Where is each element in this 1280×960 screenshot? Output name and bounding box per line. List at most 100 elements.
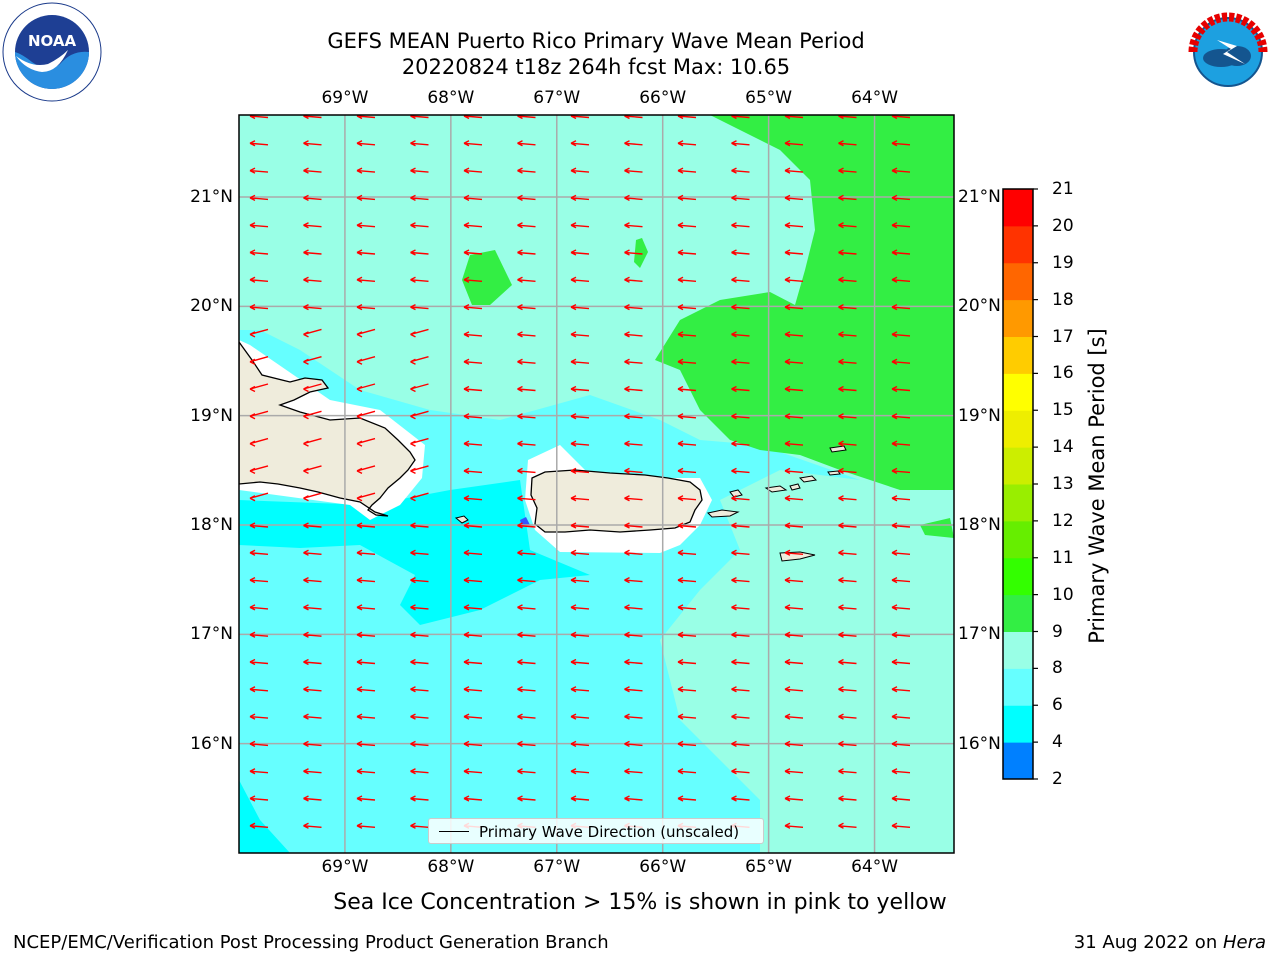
wave-arrow xyxy=(891,303,911,311)
wave-arrow xyxy=(624,331,643,338)
wave-arrow xyxy=(249,465,269,475)
colorbar-tick-label: 6 xyxy=(1052,695,1063,716)
wave-arrow xyxy=(731,522,750,529)
wave-arrow xyxy=(410,383,429,393)
wave-arrow xyxy=(891,194,911,202)
wave-arrow xyxy=(784,795,804,802)
wave-arrow xyxy=(303,522,322,529)
land-hispaniola xyxy=(239,340,416,517)
wave-arrow xyxy=(517,686,536,693)
wave-arrow xyxy=(249,604,269,611)
colorbar-segment xyxy=(1003,520,1033,559)
wave-arrow xyxy=(677,795,697,802)
colorbar-tick-label: 4 xyxy=(1052,732,1063,753)
wave-arrow xyxy=(303,631,322,638)
wave-arrow xyxy=(624,358,643,365)
wave-arrow xyxy=(463,413,483,420)
wave-arrow xyxy=(463,549,483,556)
wave-arrow xyxy=(303,437,322,447)
bottom-lon-label: 66°W xyxy=(639,857,687,877)
wave-arrow xyxy=(249,576,269,584)
wave-arrow xyxy=(838,140,857,147)
wave-arrow xyxy=(624,768,643,775)
wave-arrow xyxy=(784,358,804,365)
wave-arrow xyxy=(570,686,590,693)
wave-arrow xyxy=(463,331,483,338)
wave-arrow xyxy=(517,303,536,311)
wave-arrow xyxy=(784,385,804,393)
wave-arrow xyxy=(517,713,536,720)
wave-arrow xyxy=(570,604,590,611)
wave-arrow xyxy=(410,437,429,447)
wave-arrow xyxy=(410,549,429,556)
wave-arrow xyxy=(570,795,590,802)
wave-arrow xyxy=(624,303,643,311)
wave-arrow xyxy=(410,167,429,174)
wave-arrow xyxy=(838,713,857,720)
wave-arrow xyxy=(570,658,590,666)
wave-arrow xyxy=(731,440,750,447)
wave-arrow xyxy=(249,795,269,802)
wave-arrow xyxy=(838,331,857,338)
wave-arrow xyxy=(891,331,911,338)
wave-arrow xyxy=(784,686,804,693)
wave-arrow xyxy=(249,740,269,748)
colorbar-tick-label: 21 xyxy=(1052,179,1074,199)
generation-date-text: 31 Aug 2022 on xyxy=(1073,932,1223,953)
wave-arrow xyxy=(624,604,643,611)
right-lat-label: 20°N xyxy=(958,296,1001,317)
wave-arrow xyxy=(356,822,376,829)
wave-arrow xyxy=(356,167,376,174)
wave-arrow xyxy=(410,768,429,775)
wave-arrow xyxy=(784,822,804,829)
wave-arrow xyxy=(731,167,750,174)
wave-arrow xyxy=(677,522,697,529)
wave-arrow xyxy=(731,576,750,584)
wave-arrow xyxy=(891,140,911,147)
wave-arrow xyxy=(784,576,804,584)
wave-arrow xyxy=(731,631,750,638)
wave-arrow xyxy=(838,303,857,311)
right-lat-label: 16°N xyxy=(958,733,1001,754)
wave-arrow xyxy=(677,495,697,502)
wave-arrow xyxy=(356,795,376,802)
wave-arrow xyxy=(303,465,322,475)
wave-arrow xyxy=(891,495,911,502)
wave-direction-arrows xyxy=(249,115,911,829)
colorbar-tick-label: 19 xyxy=(1052,252,1074,273)
land-tortola xyxy=(798,475,818,483)
wave-arrow xyxy=(624,276,643,283)
wave-arrow xyxy=(624,795,643,802)
colorbar-tick-label: 10 xyxy=(1052,584,1074,605)
wave-arrow xyxy=(463,495,483,502)
wave-arrow xyxy=(677,249,697,256)
colorbar-tick-label: 11 xyxy=(1052,547,1074,568)
wave-arrow xyxy=(784,658,804,666)
wave-arrow xyxy=(410,822,429,829)
top-lon-label: 69°W xyxy=(321,88,369,108)
legend-line-swatch xyxy=(439,831,469,832)
wave-arrow xyxy=(838,822,857,829)
wave-arrow xyxy=(517,549,536,556)
wave-arrow xyxy=(624,413,643,420)
wave-arrow xyxy=(303,249,322,256)
wave-arrow xyxy=(677,576,697,584)
wave-arrow xyxy=(356,437,376,447)
wave-arrow xyxy=(463,522,483,529)
wave-arrow xyxy=(731,768,750,775)
wave-arrow xyxy=(784,768,804,775)
colorbar-segment xyxy=(1003,705,1033,743)
colorbar-segment xyxy=(1003,410,1033,448)
wave-arrow xyxy=(731,413,750,420)
colorbar-segment xyxy=(1003,189,1033,227)
wave-arrow xyxy=(356,410,376,420)
wave-arrow xyxy=(517,276,536,283)
colorbar-title: Primary Wave Mean Period [s] xyxy=(1085,328,1109,644)
wave-arrow xyxy=(891,658,911,666)
wave-arrow xyxy=(410,465,429,475)
wave-arrow xyxy=(303,140,322,147)
colorbar-tick-label: 8 xyxy=(1052,658,1063,679)
wave-arrow xyxy=(677,713,697,720)
wave-arrow xyxy=(303,492,322,502)
colorbar xyxy=(1002,188,1038,780)
